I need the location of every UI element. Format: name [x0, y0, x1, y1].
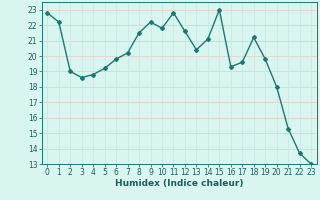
- X-axis label: Humidex (Indice chaleur): Humidex (Indice chaleur): [115, 179, 244, 188]
